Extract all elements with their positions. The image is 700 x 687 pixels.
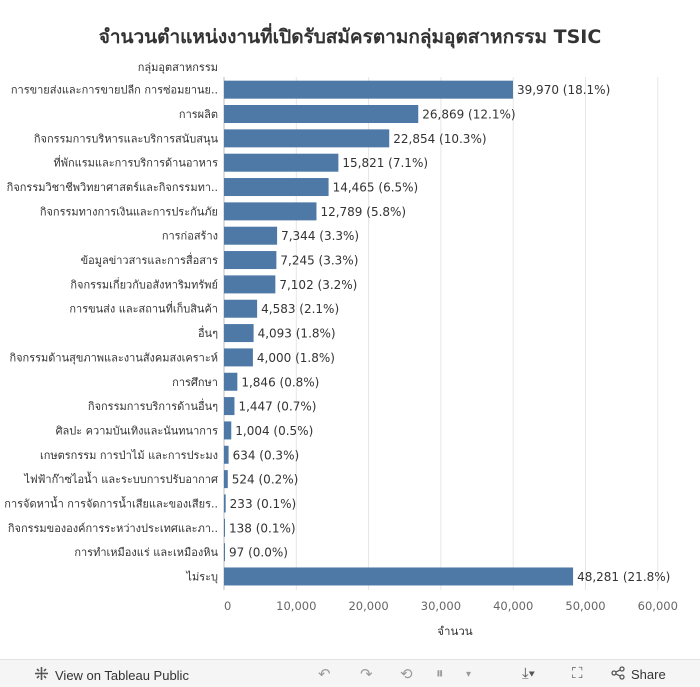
category-label: ไม่ระบุ bbox=[185, 570, 218, 583]
bar[interactable] bbox=[224, 445, 229, 464]
bar[interactable] bbox=[224, 178, 329, 197]
chart-title: จำนวนตำแหน่งงานที่เปิดรับสมัครตามกลุ่มอุ… bbox=[98, 26, 602, 48]
category-label: กิจกรรมวิชาชีพวิทยาศาสตร์และกิจกรรมทา.. bbox=[6, 181, 218, 194]
bar[interactable] bbox=[224, 80, 513, 99]
data-label: 524 (0.2%) bbox=[232, 473, 299, 487]
share-label: Share bbox=[631, 667, 666, 682]
category-label: กิจกรรมทางการเงินและการประกันภัย bbox=[39, 205, 218, 218]
data-label: 233 (0.1%) bbox=[230, 497, 297, 511]
bar[interactable] bbox=[224, 226, 278, 245]
bar[interactable] bbox=[224, 567, 574, 586]
category-label: เกษตรกรรม การป่าไม้ และการประมง bbox=[40, 449, 218, 462]
bar[interactable] bbox=[224, 348, 253, 367]
value-labels: 39,970 (18.1%)26,869 (12.1%) 22,854 (10.3… bbox=[229, 83, 670, 584]
bar[interactable] bbox=[224, 153, 339, 172]
data-label: 7,344 (3.3%) bbox=[281, 229, 359, 243]
category-label: การศึกษา bbox=[172, 376, 218, 389]
data-label: 138 (0.1%) bbox=[229, 521, 296, 535]
bar[interactable] bbox=[224, 494, 226, 513]
bar[interactable] bbox=[224, 251, 277, 270]
bar[interactable] bbox=[224, 299, 258, 318]
category-label: ที่พักแรมและการบริการด้านอาหาร bbox=[54, 155, 219, 170]
bar-chart: กลุ่มอุตสาหกรรม การขายส่งและการขายปลีก ก… bbox=[4, 61, 678, 638]
category-label: การขนส่ง และสถานที่เก็บสินค้า bbox=[69, 301, 218, 316]
data-label: 97 (0.0%) bbox=[229, 546, 288, 560]
share-icon bbox=[611, 666, 625, 683]
x-tick-label: 50,000 bbox=[565, 599, 605, 613]
download-icon[interactable]: ⤓▾ bbox=[522, 665, 535, 682]
category-label: กิจกรรมเกี่ยวกับอสังหาริมทรัพย์ bbox=[70, 276, 218, 291]
x-tick-label: 60,000 bbox=[638, 599, 678, 613]
x-tick-label: 20,000 bbox=[348, 599, 388, 613]
category-label: การทำเหมืองแร่ และเหมืองหิน bbox=[74, 546, 218, 559]
category-label: กิจกรรมการบริหารและบริการสนับสนุน bbox=[34, 132, 219, 145]
view-on-tableau-button[interactable]: View on Tableau Public bbox=[34, 666, 189, 684]
category-label: อื่นๆ bbox=[198, 325, 218, 340]
category-label: ข้อมูลข่าวสารและการสื่อสาร bbox=[81, 252, 218, 267]
bar[interactable] bbox=[224, 105, 419, 124]
bar[interactable] bbox=[224, 543, 225, 562]
category-label: การผลิต bbox=[179, 108, 218, 121]
data-label: 1,846 (0.8%) bbox=[241, 375, 319, 389]
redo-icon[interactable]: ↷ bbox=[360, 666, 373, 683]
bar[interactable] bbox=[224, 202, 317, 221]
bar[interactable] bbox=[224, 397, 235, 416]
data-label: 22,854 (10.3%) bbox=[393, 132, 486, 146]
data-label: 26,869 (12.1%) bbox=[422, 108, 515, 122]
pause-icon[interactable]: ⏸ bbox=[436, 665, 444, 682]
tableau-logo-icon bbox=[34, 666, 49, 684]
data-label: 48,281 (21.8%) bbox=[577, 570, 670, 584]
bar[interactable] bbox=[224, 470, 228, 489]
category-label: กิจกรรมการบริการด้านอื่นๆ bbox=[88, 398, 219, 413]
data-label: 634 (0.3%) bbox=[233, 448, 300, 462]
x-tick-label: 10,000 bbox=[276, 599, 316, 613]
bar[interactable] bbox=[224, 518, 225, 537]
tableau-footer: View on Tableau Public ↶ ↷ ⟲ ⏸ ▾ ⤓▾ ⛶ Sh… bbox=[0, 659, 700, 687]
bars bbox=[224, 80, 574, 586]
x-tick-label: 30,000 bbox=[421, 599, 461, 613]
data-label: 7,245 (3.3%) bbox=[280, 254, 358, 268]
category-label: ไฟฟ้าก๊าซไอน้ำ และระบบการปรับอากาศ bbox=[23, 471, 218, 486]
bar[interactable] bbox=[224, 275, 276, 294]
data-label: 14,465 (6.5%) bbox=[333, 181, 419, 195]
bar[interactable] bbox=[224, 129, 390, 148]
x-tick-label: 0 bbox=[224, 599, 231, 613]
data-label: 4,000 (1.8%) bbox=[257, 351, 335, 365]
data-label: 15,821 (7.1%) bbox=[342, 156, 428, 170]
data-label: 39,970 (18.1%) bbox=[517, 83, 610, 97]
data-label: 4,583 (2.1%) bbox=[261, 302, 339, 316]
row-header: กลุ่มอุตสาหกรรม bbox=[138, 61, 218, 74]
separator-icon: ▾ bbox=[466, 669, 472, 680]
category-label: การก่อสร้าง bbox=[162, 230, 218, 243]
bar[interactable] bbox=[224, 324, 254, 343]
data-label: 1,004 (0.5%) bbox=[235, 424, 313, 438]
category-label: การขายส่งและการขายปลีก การซ่อมยานย.. bbox=[11, 84, 218, 97]
bar[interactable] bbox=[224, 372, 238, 391]
x-axis-label: จำนวน bbox=[437, 624, 473, 638]
category-label: กิจกรรมด้านสุขภาพและงานสังคมสงเคราะห์ bbox=[9, 351, 218, 364]
data-label: 12,789 (5.8%) bbox=[320, 205, 406, 219]
data-label: 4,093 (1.8%) bbox=[258, 327, 336, 341]
category-label: ศิลปะ ความบันเทิงและนันทนาการ bbox=[56, 424, 219, 437]
undo-icon[interactable]: ↶ bbox=[318, 666, 331, 683]
data-label: 7,102 (3.2%) bbox=[279, 278, 357, 292]
share-button[interactable]: Share bbox=[611, 666, 666, 683]
bar[interactable] bbox=[224, 421, 232, 440]
view-on-tableau-label: View on Tableau Public bbox=[55, 667, 189, 683]
category-label: กิจกรรมขององค์การระหว่างประเทศและภา.. bbox=[8, 522, 218, 535]
category-labels: การขายส่งและการขายปลีก การซ่อมยานย.. การผ… bbox=[4, 84, 218, 584]
x-axis-ticks: 0 10,000 20,000 30,000 40,000 50,000 60,000 bbox=[224, 599, 678, 613]
x-tick-label: 40,000 bbox=[493, 599, 533, 613]
fullscreen-icon[interactable]: ⛶ bbox=[572, 665, 583, 682]
data-label: 1,447 (0.7%) bbox=[238, 400, 316, 414]
category-label: การจัดหาน้ำ การจัดการน้ำเสียและของเสียร.… bbox=[4, 495, 218, 510]
revert-icon[interactable]: ⟲ bbox=[400, 666, 413, 683]
